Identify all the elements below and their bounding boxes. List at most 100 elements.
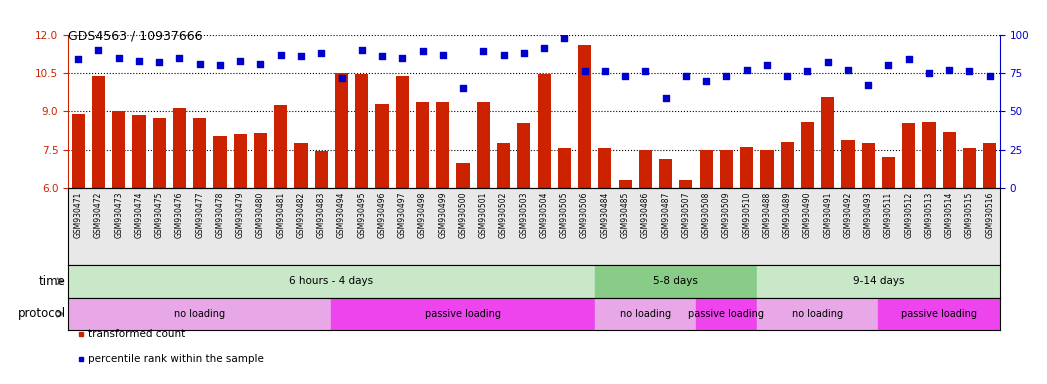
Bar bbox=[132, 115, 146, 188]
Point bbox=[374, 53, 391, 59]
Point bbox=[799, 68, 816, 74]
Text: GSM930500: GSM930500 bbox=[459, 192, 468, 238]
Point bbox=[576, 68, 593, 74]
Bar bbox=[396, 76, 409, 188]
Bar bbox=[233, 134, 247, 188]
Text: GSM930497: GSM930497 bbox=[398, 192, 407, 238]
Bar bbox=[598, 149, 611, 188]
Point bbox=[313, 50, 330, 56]
Text: GSM930512: GSM930512 bbox=[905, 192, 913, 238]
Point bbox=[718, 73, 735, 79]
Bar bbox=[760, 150, 774, 188]
Text: passive loading: passive loading bbox=[689, 309, 764, 319]
Text: 5-8 days: 5-8 days bbox=[653, 276, 698, 286]
Text: GDS4563 / 10937666: GDS4563 / 10937666 bbox=[68, 29, 202, 42]
Point bbox=[151, 59, 168, 65]
Bar bbox=[558, 149, 571, 188]
Text: GSM930504: GSM930504 bbox=[539, 192, 549, 238]
Bar bbox=[595, 298, 696, 330]
Bar bbox=[376, 104, 388, 188]
Point bbox=[394, 55, 410, 61]
Point bbox=[658, 94, 674, 101]
Text: GSM930503: GSM930503 bbox=[519, 192, 529, 238]
Point bbox=[171, 55, 187, 61]
Bar bbox=[294, 143, 308, 188]
Text: GSM930471: GSM930471 bbox=[73, 192, 83, 238]
Bar bbox=[720, 150, 733, 188]
Bar bbox=[578, 45, 592, 188]
Text: GSM930485: GSM930485 bbox=[621, 192, 629, 238]
Point bbox=[860, 82, 876, 88]
Text: GSM930488: GSM930488 bbox=[762, 192, 772, 238]
Text: GSM930484: GSM930484 bbox=[600, 192, 609, 238]
Text: GSM930514: GSM930514 bbox=[944, 192, 954, 238]
Bar bbox=[68, 298, 332, 330]
Text: GSM930482: GSM930482 bbox=[296, 192, 306, 238]
Point bbox=[961, 68, 978, 74]
Bar bbox=[821, 97, 834, 188]
Point bbox=[231, 58, 248, 64]
Bar bbox=[537, 74, 551, 188]
Bar bbox=[680, 180, 692, 188]
Text: GSM930489: GSM930489 bbox=[783, 192, 792, 238]
Bar bbox=[497, 143, 510, 188]
Text: no loading: no loading bbox=[174, 309, 225, 319]
Point bbox=[292, 53, 310, 59]
Text: GSM930479: GSM930479 bbox=[236, 192, 245, 238]
Text: GSM930487: GSM930487 bbox=[661, 192, 670, 238]
Point bbox=[252, 61, 269, 67]
Text: GSM930493: GSM930493 bbox=[864, 192, 873, 238]
Text: GSM930506: GSM930506 bbox=[580, 192, 589, 238]
Text: GSM930472: GSM930472 bbox=[94, 192, 103, 238]
Text: GSM930501: GSM930501 bbox=[478, 192, 488, 238]
Text: GSM930486: GSM930486 bbox=[641, 192, 650, 238]
Point bbox=[677, 73, 694, 79]
Bar bbox=[274, 105, 287, 188]
Point bbox=[981, 73, 998, 79]
Bar bbox=[699, 150, 713, 188]
Bar bbox=[878, 298, 1000, 330]
Point bbox=[192, 61, 208, 67]
Text: GSM930492: GSM930492 bbox=[844, 192, 852, 238]
Bar bbox=[68, 265, 595, 298]
Bar bbox=[757, 265, 1000, 298]
Text: GSM930505: GSM930505 bbox=[560, 192, 569, 238]
Text: GSM930483: GSM930483 bbox=[317, 192, 326, 238]
Point bbox=[556, 35, 573, 41]
Text: no loading: no loading bbox=[620, 309, 671, 319]
Point bbox=[211, 62, 228, 68]
Bar bbox=[315, 151, 328, 188]
Bar bbox=[983, 143, 997, 188]
Bar bbox=[963, 149, 976, 188]
Bar bbox=[112, 111, 126, 188]
Text: GSM930477: GSM930477 bbox=[195, 192, 204, 238]
Text: percentile rank within the sample: percentile rank within the sample bbox=[88, 354, 264, 364]
Bar bbox=[922, 122, 936, 188]
Point bbox=[272, 51, 289, 58]
Point bbox=[131, 58, 148, 64]
Text: time: time bbox=[39, 275, 66, 288]
Point bbox=[758, 62, 775, 68]
Point bbox=[697, 78, 714, 84]
Bar bbox=[882, 157, 895, 188]
Point bbox=[110, 55, 127, 61]
Point bbox=[900, 56, 917, 62]
Text: GSM930516: GSM930516 bbox=[985, 192, 995, 238]
Point bbox=[920, 70, 937, 76]
Point bbox=[90, 47, 107, 53]
Point bbox=[637, 68, 653, 74]
Bar bbox=[437, 103, 449, 188]
Point bbox=[70, 56, 87, 62]
Text: GSM930495: GSM930495 bbox=[357, 192, 366, 238]
Bar bbox=[153, 118, 165, 188]
Text: GSM930494: GSM930494 bbox=[337, 192, 346, 238]
Bar bbox=[416, 103, 429, 188]
Bar bbox=[335, 73, 348, 188]
Text: no loading: no loading bbox=[792, 309, 843, 319]
Point bbox=[941, 67, 958, 73]
Text: GSM930509: GSM930509 bbox=[722, 192, 731, 238]
Point bbox=[333, 74, 350, 81]
Text: GSM930478: GSM930478 bbox=[216, 192, 224, 238]
Text: GSM930508: GSM930508 bbox=[701, 192, 711, 238]
Text: GSM930513: GSM930513 bbox=[925, 192, 934, 238]
